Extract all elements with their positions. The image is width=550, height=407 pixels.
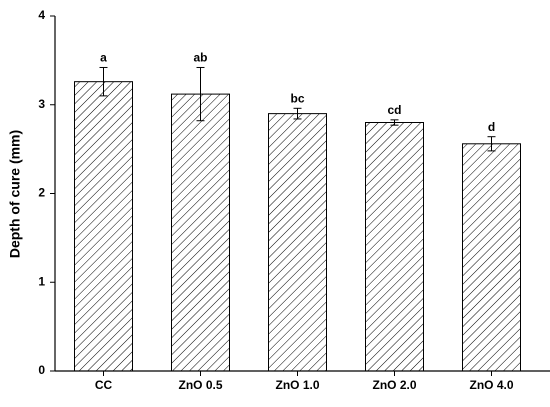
annotation: bc — [290, 91, 304, 105]
bar — [268, 113, 327, 372]
y-tick-label: 2 — [38, 186, 45, 200]
bar — [171, 93, 230, 372]
y-tick-label: 1 — [38, 274, 45, 288]
x-tick-label: ZnO 2.0 — [372, 378, 416, 392]
annotation: cd — [387, 103, 401, 117]
y-tick-label: 4 — [38, 8, 45, 22]
annotation: d — [488, 120, 495, 134]
annotation: ab — [193, 51, 207, 65]
y-tick-label: 0 — [38, 363, 45, 377]
bar — [462, 143, 521, 372]
x-tick-label: CC — [95, 378, 113, 392]
y-axis-label: Depth of cure (mm) — [7, 130, 23, 258]
annotation: a — [100, 51, 107, 65]
x-tick-label: ZnO 0.5 — [178, 378, 222, 392]
x-tick-label: ZnO 4.0 — [469, 378, 513, 392]
x-tick-label: ZnO 1.0 — [275, 378, 319, 392]
y-tick-label: 3 — [38, 97, 45, 111]
bar — [74, 81, 133, 372]
bar — [365, 122, 424, 372]
